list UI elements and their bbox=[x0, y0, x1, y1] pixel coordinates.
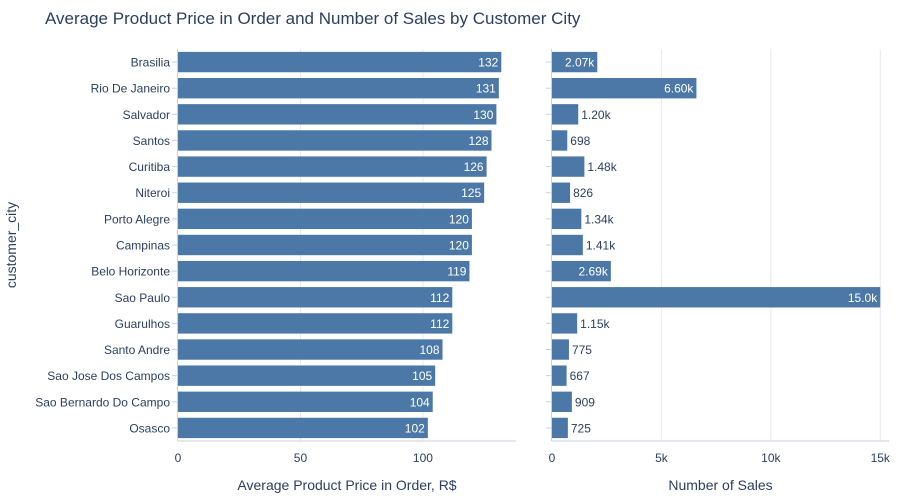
bar[interactable] bbox=[552, 391, 572, 412]
data-label: 2.07k bbox=[565, 56, 595, 70]
x-axis-title: Average Product Price in Order, R$ bbox=[237, 477, 456, 493]
y-tick-label: Sao Bernardo Do Campo bbox=[35, 395, 170, 409]
data-label: 125 bbox=[461, 186, 481, 200]
bar[interactable] bbox=[178, 391, 433, 412]
data-label: 1.15k bbox=[580, 317, 610, 331]
bar[interactable] bbox=[552, 182, 571, 203]
bar[interactable] bbox=[552, 234, 583, 256]
bar[interactable] bbox=[552, 287, 881, 308]
data-label: 112 bbox=[430, 291, 449, 305]
y-tick-label: Sao Paulo bbox=[115, 291, 171, 305]
bar[interactable] bbox=[178, 287, 453, 308]
x-tick-label: 50 bbox=[294, 451, 308, 465]
y-tick-label: Sao Jose Dos Campos bbox=[47, 369, 170, 383]
bar[interactable] bbox=[178, 156, 487, 177]
bar[interactable] bbox=[178, 339, 443, 360]
bar[interactable] bbox=[178, 417, 428, 439]
y-tick-label: Salvador bbox=[123, 108, 170, 122]
data-label: 909 bbox=[575, 395, 595, 409]
bar[interactable] bbox=[178, 313, 453, 334]
y-tick-label: Santo Andre bbox=[104, 343, 170, 357]
bar[interactable] bbox=[178, 130, 492, 151]
x-tick-label: 0 bbox=[549, 451, 556, 465]
data-label: 1.20k bbox=[581, 108, 611, 122]
x-tick-label: 5k bbox=[655, 451, 669, 465]
chart-title: Average Product Price in Order and Numbe… bbox=[45, 9, 581, 28]
data-label: 112 bbox=[430, 317, 449, 331]
data-label: 126 bbox=[464, 160, 484, 174]
data-label: 826 bbox=[573, 186, 593, 200]
y-tick-label: Rio De Janeiro bbox=[91, 82, 171, 96]
data-label: 108 bbox=[419, 343, 439, 357]
data-label: 119 bbox=[447, 265, 466, 279]
y-tick-label: Belo Horizonte bbox=[91, 265, 170, 279]
data-label: 775 bbox=[572, 343, 592, 357]
bar[interactable] bbox=[552, 156, 585, 177]
data-label: 102 bbox=[405, 421, 425, 435]
data-label: 15.0k bbox=[848, 291, 878, 305]
bar[interactable] bbox=[178, 260, 470, 282]
bar[interactable] bbox=[178, 182, 485, 203]
bar[interactable] bbox=[178, 78, 499, 99]
y-tick-label: Brasilia bbox=[131, 56, 171, 70]
data-label: 725 bbox=[571, 421, 591, 435]
y-tick-label: Curitiba bbox=[129, 160, 171, 174]
y-axis-title: customer_city bbox=[3, 202, 19, 288]
data-label: 132 bbox=[478, 56, 498, 70]
data-label: 120 bbox=[449, 239, 469, 253]
data-label: 698 bbox=[570, 134, 590, 148]
y-tick-label: Santos bbox=[133, 134, 170, 148]
y-tick-label: Guarulhos bbox=[115, 317, 170, 331]
bar[interactable] bbox=[552, 208, 582, 230]
bar[interactable] bbox=[552, 130, 568, 151]
data-label: 104 bbox=[410, 395, 430, 409]
data-label: 130 bbox=[473, 108, 493, 122]
data-label: 2.69k bbox=[579, 265, 609, 279]
y-tick-label: Porto Alegre bbox=[104, 212, 170, 226]
bar[interactable] bbox=[178, 234, 472, 256]
data-label: 1.34k bbox=[584, 212, 614, 226]
data-label: 1.48k bbox=[587, 160, 617, 174]
x-tick-label: 15k bbox=[871, 451, 891, 465]
data-label: 1.41k bbox=[586, 239, 616, 253]
bar[interactable] bbox=[552, 365, 567, 386]
bar[interactable] bbox=[552, 104, 579, 125]
x-axis-title: Number of Sales bbox=[668, 477, 772, 493]
data-label: 6.60k bbox=[664, 82, 694, 96]
y-tick-label: Niteroi bbox=[135, 186, 170, 200]
y-tick-label: Campinas bbox=[116, 239, 170, 253]
x-tick-label: 0 bbox=[175, 451, 182, 465]
bar[interactable] bbox=[178, 365, 436, 386]
bar[interactable] bbox=[552, 339, 569, 360]
data-label: 120 bbox=[449, 212, 469, 226]
bar[interactable] bbox=[178, 104, 497, 125]
bar[interactable] bbox=[552, 78, 697, 99]
bar[interactable] bbox=[552, 260, 611, 282]
x-tick-label: 10k bbox=[761, 451, 781, 465]
bar[interactable] bbox=[552, 51, 598, 73]
data-label: 105 bbox=[412, 369, 432, 383]
y-tick-label: Osasco bbox=[129, 421, 170, 435]
bar[interactable] bbox=[552, 417, 568, 439]
bar[interactable] bbox=[552, 313, 578, 334]
data-label: 131 bbox=[476, 82, 496, 96]
bar[interactable] bbox=[178, 51, 502, 73]
data-label: 128 bbox=[468, 134, 488, 148]
x-tick-label: 100 bbox=[413, 451, 433, 465]
data-label: 667 bbox=[570, 369, 590, 383]
bar[interactable] bbox=[178, 208, 472, 230]
